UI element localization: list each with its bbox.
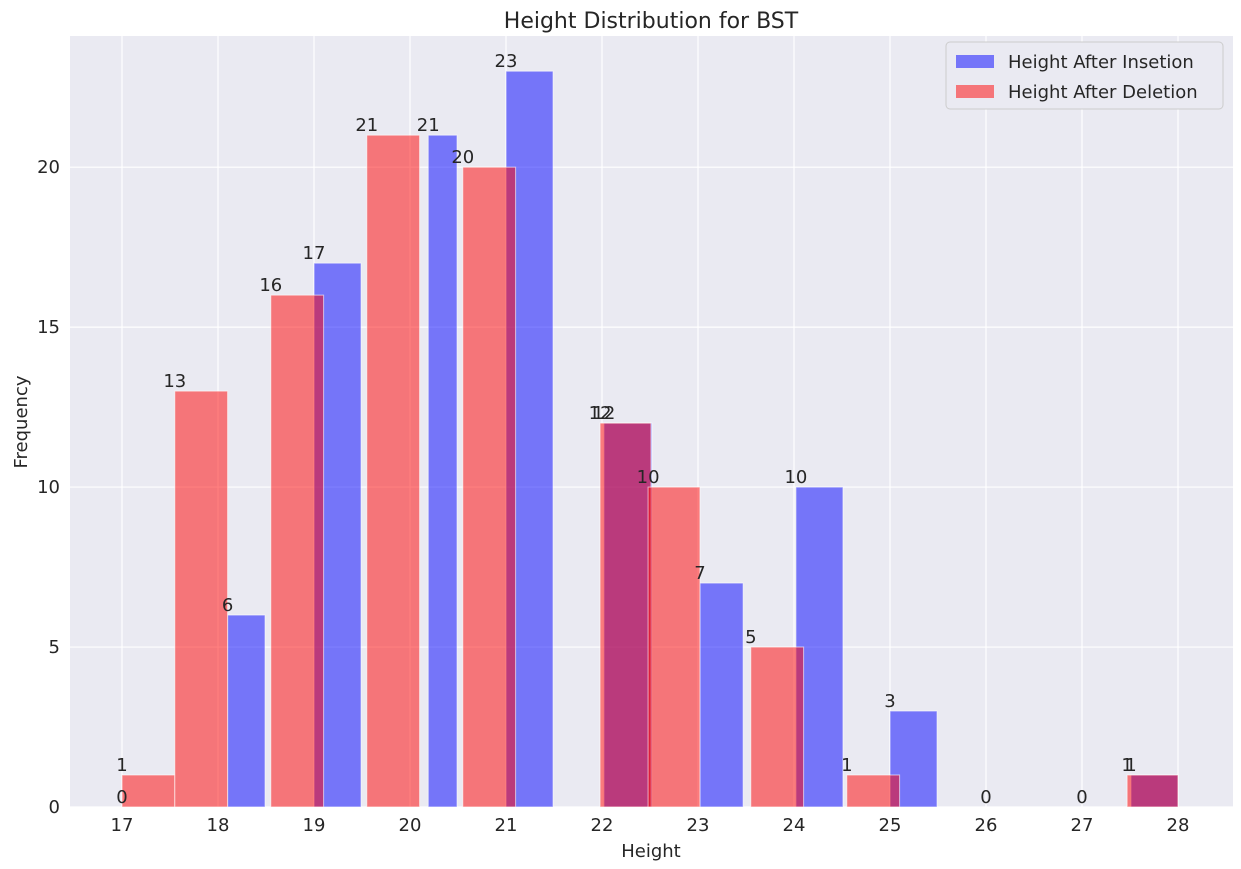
insertion-value-label: 1 [1125,755,1136,776]
legend-label-insertion: Height After Insetion [1008,52,1194,73]
x-tick-label: 24 [783,815,806,836]
legend-swatch-insertion [956,55,994,68]
x-tick-label: 25 [879,815,902,836]
deletion-value-label: 12 [589,403,612,424]
insertion-bar [699,582,744,808]
deletion-bar [366,134,421,808]
bars [121,70,1179,808]
x-tick-label: 20 [399,815,422,836]
x-tick-labels: 17 18 19 20 21 22 23 24 25 26 27 28 [111,815,1190,836]
y-axis-label: Frequency [11,375,32,468]
deletion-bar [647,486,701,808]
y-tick-label: 20 [37,157,60,178]
insertion-value-label: 23 [495,51,518,72]
deletion-value-label: 1 [841,755,852,776]
deletion-bar [270,294,325,808]
y-tick-label: 10 [37,477,60,498]
deletion-value-label: 16 [259,275,282,296]
x-tick-label: 28 [1167,815,1190,836]
insertion-bar [427,134,458,808]
insertion-value-label: 0 [116,787,127,808]
x-axis-label: Height [621,841,681,862]
insertion-value-label: 0 [980,787,991,808]
x-tick-label: 18 [207,815,230,836]
x-tick-label: 27 [1071,815,1094,836]
x-tick-label: 26 [975,815,998,836]
deletion-value-label: 20 [451,147,474,168]
chart-title: Height Distribution for BST [504,9,799,34]
deletion-bar [846,774,901,808]
deletion-bar [174,390,229,808]
insertion-value-label: 3 [884,691,895,712]
deletion-value-label: 1 [1121,755,1132,776]
y-tick-labels: 0 5 10 15 20 [37,157,60,818]
y-tick-label: 0 [49,797,60,818]
deletion-bar [1126,774,1179,808]
legend-box [945,41,1224,110]
insertion-value-label: 6 [222,595,233,616]
insertion-value-label: 10 [784,467,807,488]
deletion-value-label: 5 [745,627,756,648]
deletion-bar [121,774,176,808]
deletion-value-label: 1 [116,755,127,776]
x-tick-label: 17 [111,815,134,836]
legend-label-deletion: Height After Deletion [1008,82,1198,103]
deletion-bar [599,422,652,808]
x-tick-label: 22 [591,815,614,836]
y-tick-label: 15 [37,317,60,338]
legend: Height After Insetion Height After Delet… [945,41,1224,110]
x-tick-label: 19 [303,815,326,836]
insertion-value-label: 0 [1076,787,1087,808]
insertion-value-label: 12 [592,403,615,424]
deletion-bar [750,646,805,808]
legend-swatch-deletion [956,85,994,98]
deletion-value-label: 13 [163,371,186,392]
x-tick-label: 21 [495,815,518,836]
y-tick-label: 5 [49,637,60,658]
deletion-bar [462,166,517,808]
deletion-value-label: 21 [355,115,378,136]
deletion-value-label: 10 [637,467,660,488]
insertion-value-label: 21 [417,115,440,136]
insertion-value-label: 17 [303,243,326,264]
x-tick-label: 23 [687,815,710,836]
insertion-bar [227,614,266,808]
insertion-value-label: 7 [694,563,705,584]
